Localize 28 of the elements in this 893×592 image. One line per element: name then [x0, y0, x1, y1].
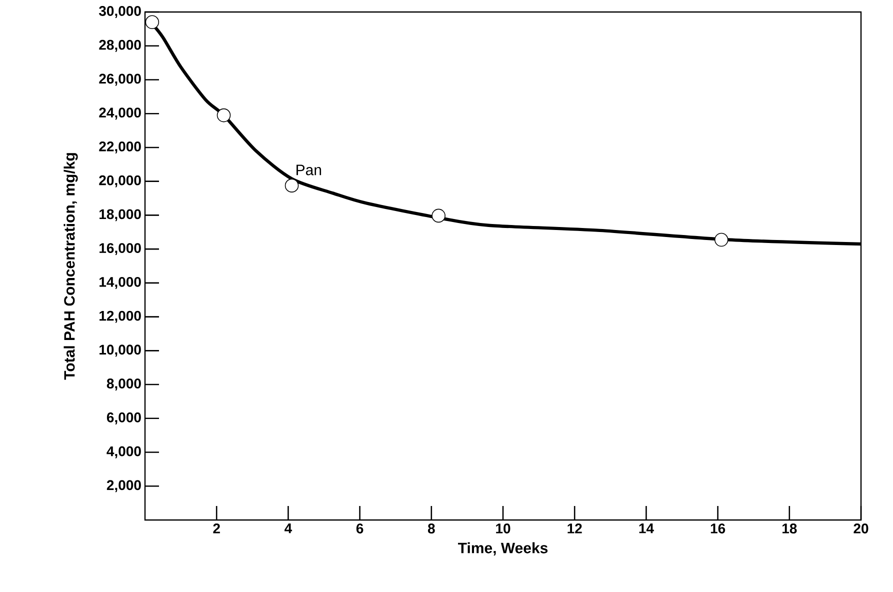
y-tick-label: 16,000: [100, 243, 141, 256]
x-axis-title: Time, Weeks: [458, 542, 548, 556]
y-tick-label: 12,000: [100, 310, 141, 323]
x-tick-label: 18: [782, 524, 797, 534]
x-tick-label: 20: [854, 524, 868, 534]
y-tick-label: 8,000: [106, 378, 141, 390]
x-tick-label: 14: [639, 524, 654, 534]
x-tick-label: 12: [568, 524, 582, 534]
x-tick-label: 4: [284, 524, 292, 534]
y-tick-label: 18,000: [100, 209, 141, 222]
series-label: Pan: [296, 164, 322, 176]
y-tick-label: 20,000: [99, 175, 141, 188]
x-tick-label: 6: [356, 524, 364, 534]
x-tick-label: 10: [496, 524, 510, 534]
y-tick-label: 10,000: [100, 344, 141, 357]
y-tick-label: 30,000: [98, 6, 141, 18]
x-tick-label: 8: [428, 524, 435, 534]
y-tick-label: 14,000: [100, 276, 141, 289]
y-tick-label: 26,000: [99, 74, 141, 86]
x-tick-label: 16: [710, 524, 726, 534]
y-tick-label: 2,000: [106, 480, 141, 492]
y-tick-label: 4,000: [106, 446, 141, 458]
y-tick-label: 6,000: [106, 412, 141, 424]
y-tick-label: 22,000: [99, 141, 141, 154]
y-tick-label: 24,000: [99, 108, 141, 120]
y-tick-label: 28,000: [99, 40, 141, 52]
x-tick-label: 2: [213, 524, 220, 534]
y-axis-title: Total PAH Concentration, mg/kg: [64, 153, 78, 380]
